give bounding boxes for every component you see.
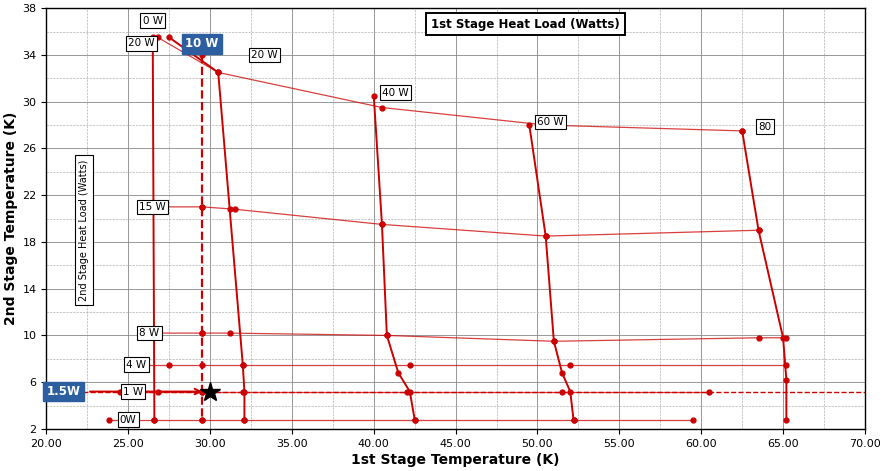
- Text: 4 W: 4 W: [127, 360, 146, 370]
- Text: 1 W: 1 W: [123, 387, 143, 397]
- Text: 20 W: 20 W: [128, 38, 155, 48]
- Text: 1st Stage Heat Load (Watts): 1st Stage Heat Load (Watts): [431, 17, 620, 31]
- Y-axis label: 2nd Stage Temperature (K): 2nd Stage Temperature (K): [4, 112, 19, 325]
- Text: 1.5W: 1.5W: [46, 385, 81, 398]
- Text: 0 W: 0 W: [142, 16, 163, 26]
- Text: 8 W: 8 W: [140, 328, 159, 338]
- Text: 10 W: 10 W: [185, 37, 219, 50]
- Text: 0W: 0W: [119, 414, 136, 424]
- Text: 2nd Stage Heat Load (Watts): 2nd Stage Heat Load (Watts): [79, 160, 89, 301]
- Text: 80: 80: [758, 122, 772, 131]
- Text: 15 W: 15 W: [139, 202, 166, 212]
- X-axis label: 1st Stage Temperature (K): 1st Stage Temperature (K): [351, 453, 560, 467]
- Text: 40 W: 40 W: [382, 88, 409, 97]
- Text: 20 W: 20 W: [251, 50, 278, 60]
- Text: 60 W: 60 W: [537, 117, 564, 127]
